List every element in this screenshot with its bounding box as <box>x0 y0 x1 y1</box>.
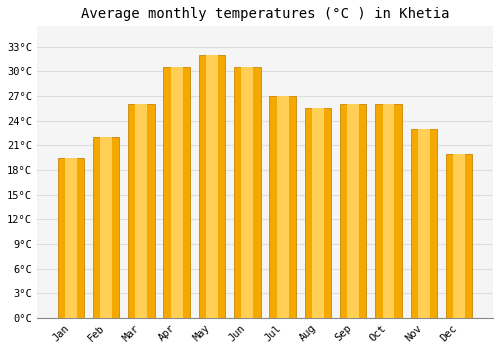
Bar <box>446 154 472 318</box>
Bar <box>418 129 430 318</box>
Bar <box>340 104 366 318</box>
Bar <box>347 104 359 318</box>
Bar <box>65 158 76 318</box>
Bar <box>164 67 190 318</box>
Bar <box>100 137 112 318</box>
Bar <box>198 55 225 318</box>
Bar <box>375 104 402 318</box>
Bar <box>312 108 324 318</box>
Bar <box>58 158 84 318</box>
Title: Average monthly temperatures (°C ) in Khetia: Average monthly temperatures (°C ) in Kh… <box>80 7 449 21</box>
Bar <box>170 67 182 318</box>
Bar <box>206 55 218 318</box>
Bar <box>136 104 147 318</box>
Bar <box>128 104 154 318</box>
Bar <box>242 67 253 318</box>
Bar <box>410 129 437 318</box>
Bar <box>276 96 288 318</box>
Bar <box>93 137 120 318</box>
Bar <box>453 154 465 318</box>
Bar <box>234 67 260 318</box>
Bar <box>382 104 394 318</box>
Bar <box>304 108 331 318</box>
Bar <box>270 96 296 318</box>
